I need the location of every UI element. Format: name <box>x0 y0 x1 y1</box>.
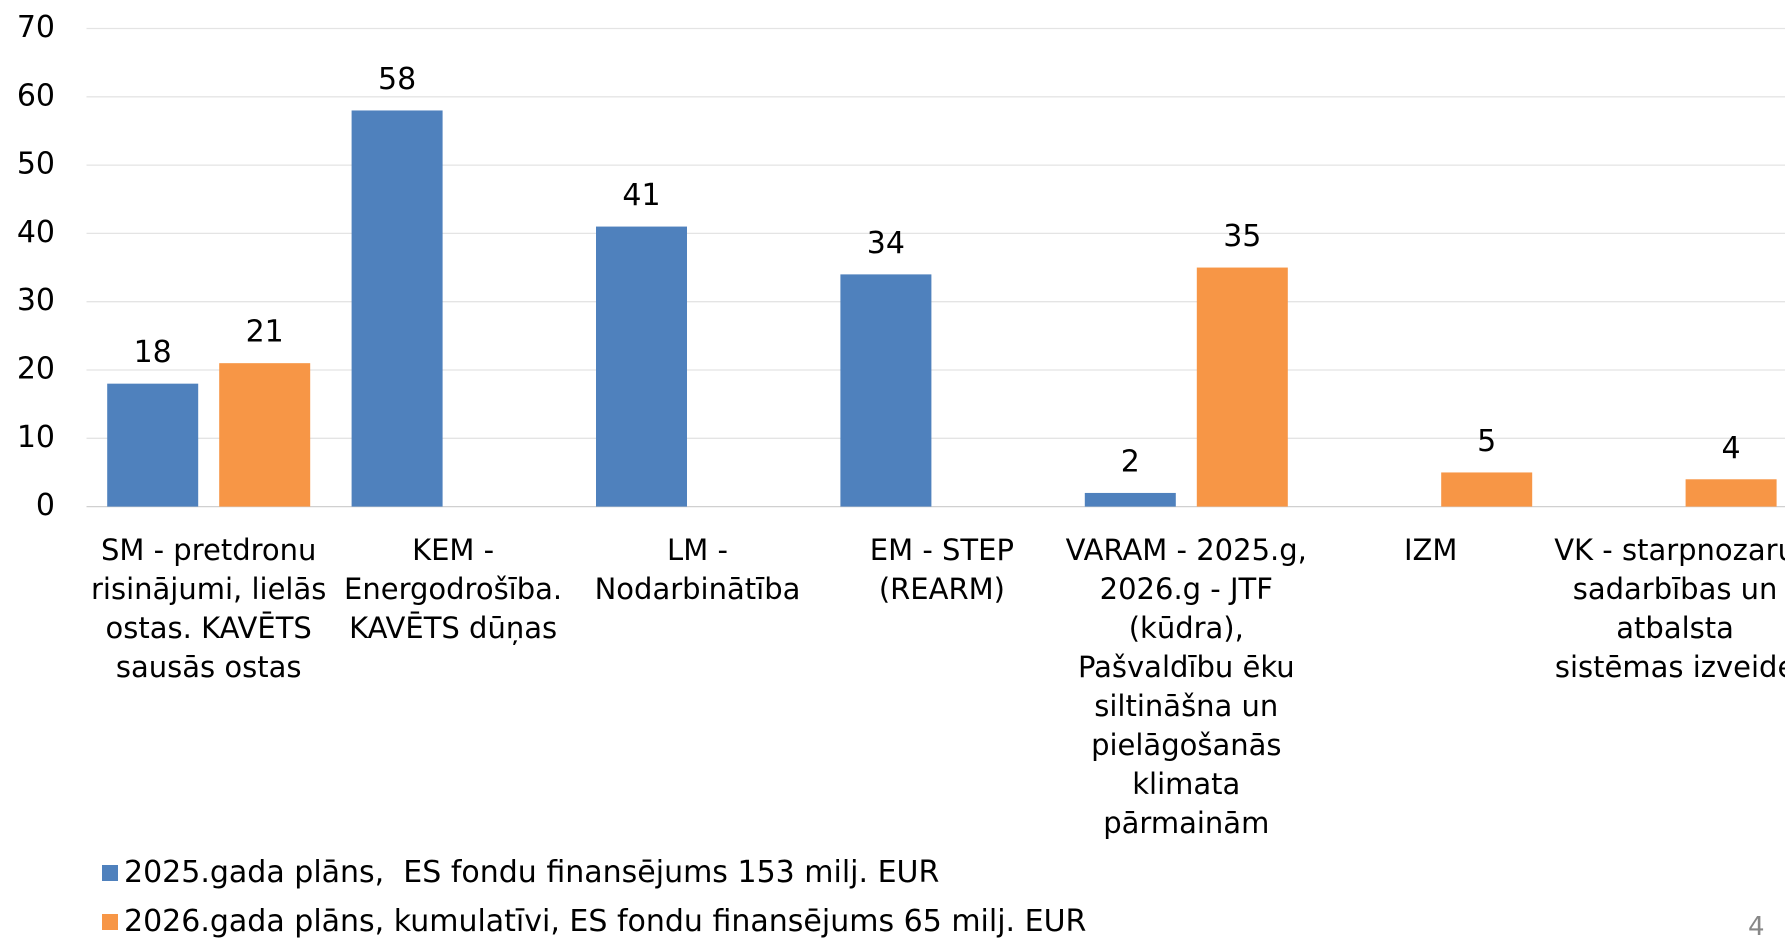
legend-swatch <box>102 914 118 930</box>
legend-label: 2026.gada plāns, kumulatīvi, ES fondu fi… <box>124 904 1087 939</box>
x-tick-label: LM - Nodarbinātība <box>594 533 801 606</box>
y-tick-label: 30 <box>17 283 55 318</box>
data-label: 58 <box>378 62 416 97</box>
data-label: 34 <box>867 226 905 261</box>
y-tick-label: 50 <box>17 147 55 182</box>
data-label: 21 <box>246 315 284 350</box>
y-tick-label: 20 <box>17 352 55 387</box>
bar <box>1441 472 1533 507</box>
data-label: 18 <box>134 335 172 370</box>
bar <box>1685 479 1777 507</box>
y-tick-label: 10 <box>17 420 55 455</box>
legend-swatch <box>102 865 118 881</box>
y-tick-label: 40 <box>17 215 55 250</box>
data-label: 4 <box>1722 431 1741 466</box>
y-tick-label: 60 <box>17 78 55 113</box>
bar <box>840 274 932 507</box>
x-tick-label: KEM - Energodrošība. KAVĒTS dūņas <box>344 533 563 645</box>
bar <box>219 363 311 507</box>
data-label: 41 <box>622 178 660 213</box>
bar <box>596 226 687 507</box>
legend-label: 2025.gada plāns, ES fondu finansējums 15… <box>124 855 940 890</box>
data-label: 2 <box>1121 444 1140 479</box>
legend-entry: 2026.gada plāns, kumulatīvi, ES fondu fi… <box>102 905 1086 939</box>
x-tick-label: EM - STEP (REARM) <box>869 533 1014 606</box>
bar <box>351 110 443 507</box>
data-label: 35 <box>1223 219 1261 254</box>
x-tick-label: VK - starpnozaru sadarbības un atbalsta … <box>1554 533 1785 684</box>
x-tick-label: IZM <box>1403 533 1458 567</box>
y-tick-label: 0 <box>36 488 55 523</box>
bar <box>107 383 199 507</box>
bar <box>1084 492 1176 507</box>
legend-entry: 2025.gada plāns, ES fondu finansējums 15… <box>102 856 939 890</box>
x-tick-label: VARAM - 2025.g, 2026.g - JTF (kūdra), Pa… <box>1065 533 1307 840</box>
x-tick-label: SM - pretdronu risinājumi, lielās ostas.… <box>91 533 327 684</box>
bar <box>1196 267 1288 507</box>
data-label: 5 <box>1477 424 1496 459</box>
page-number: 4 <box>1748 912 1765 942</box>
y-tick-label: 70 <box>17 10 55 45</box>
